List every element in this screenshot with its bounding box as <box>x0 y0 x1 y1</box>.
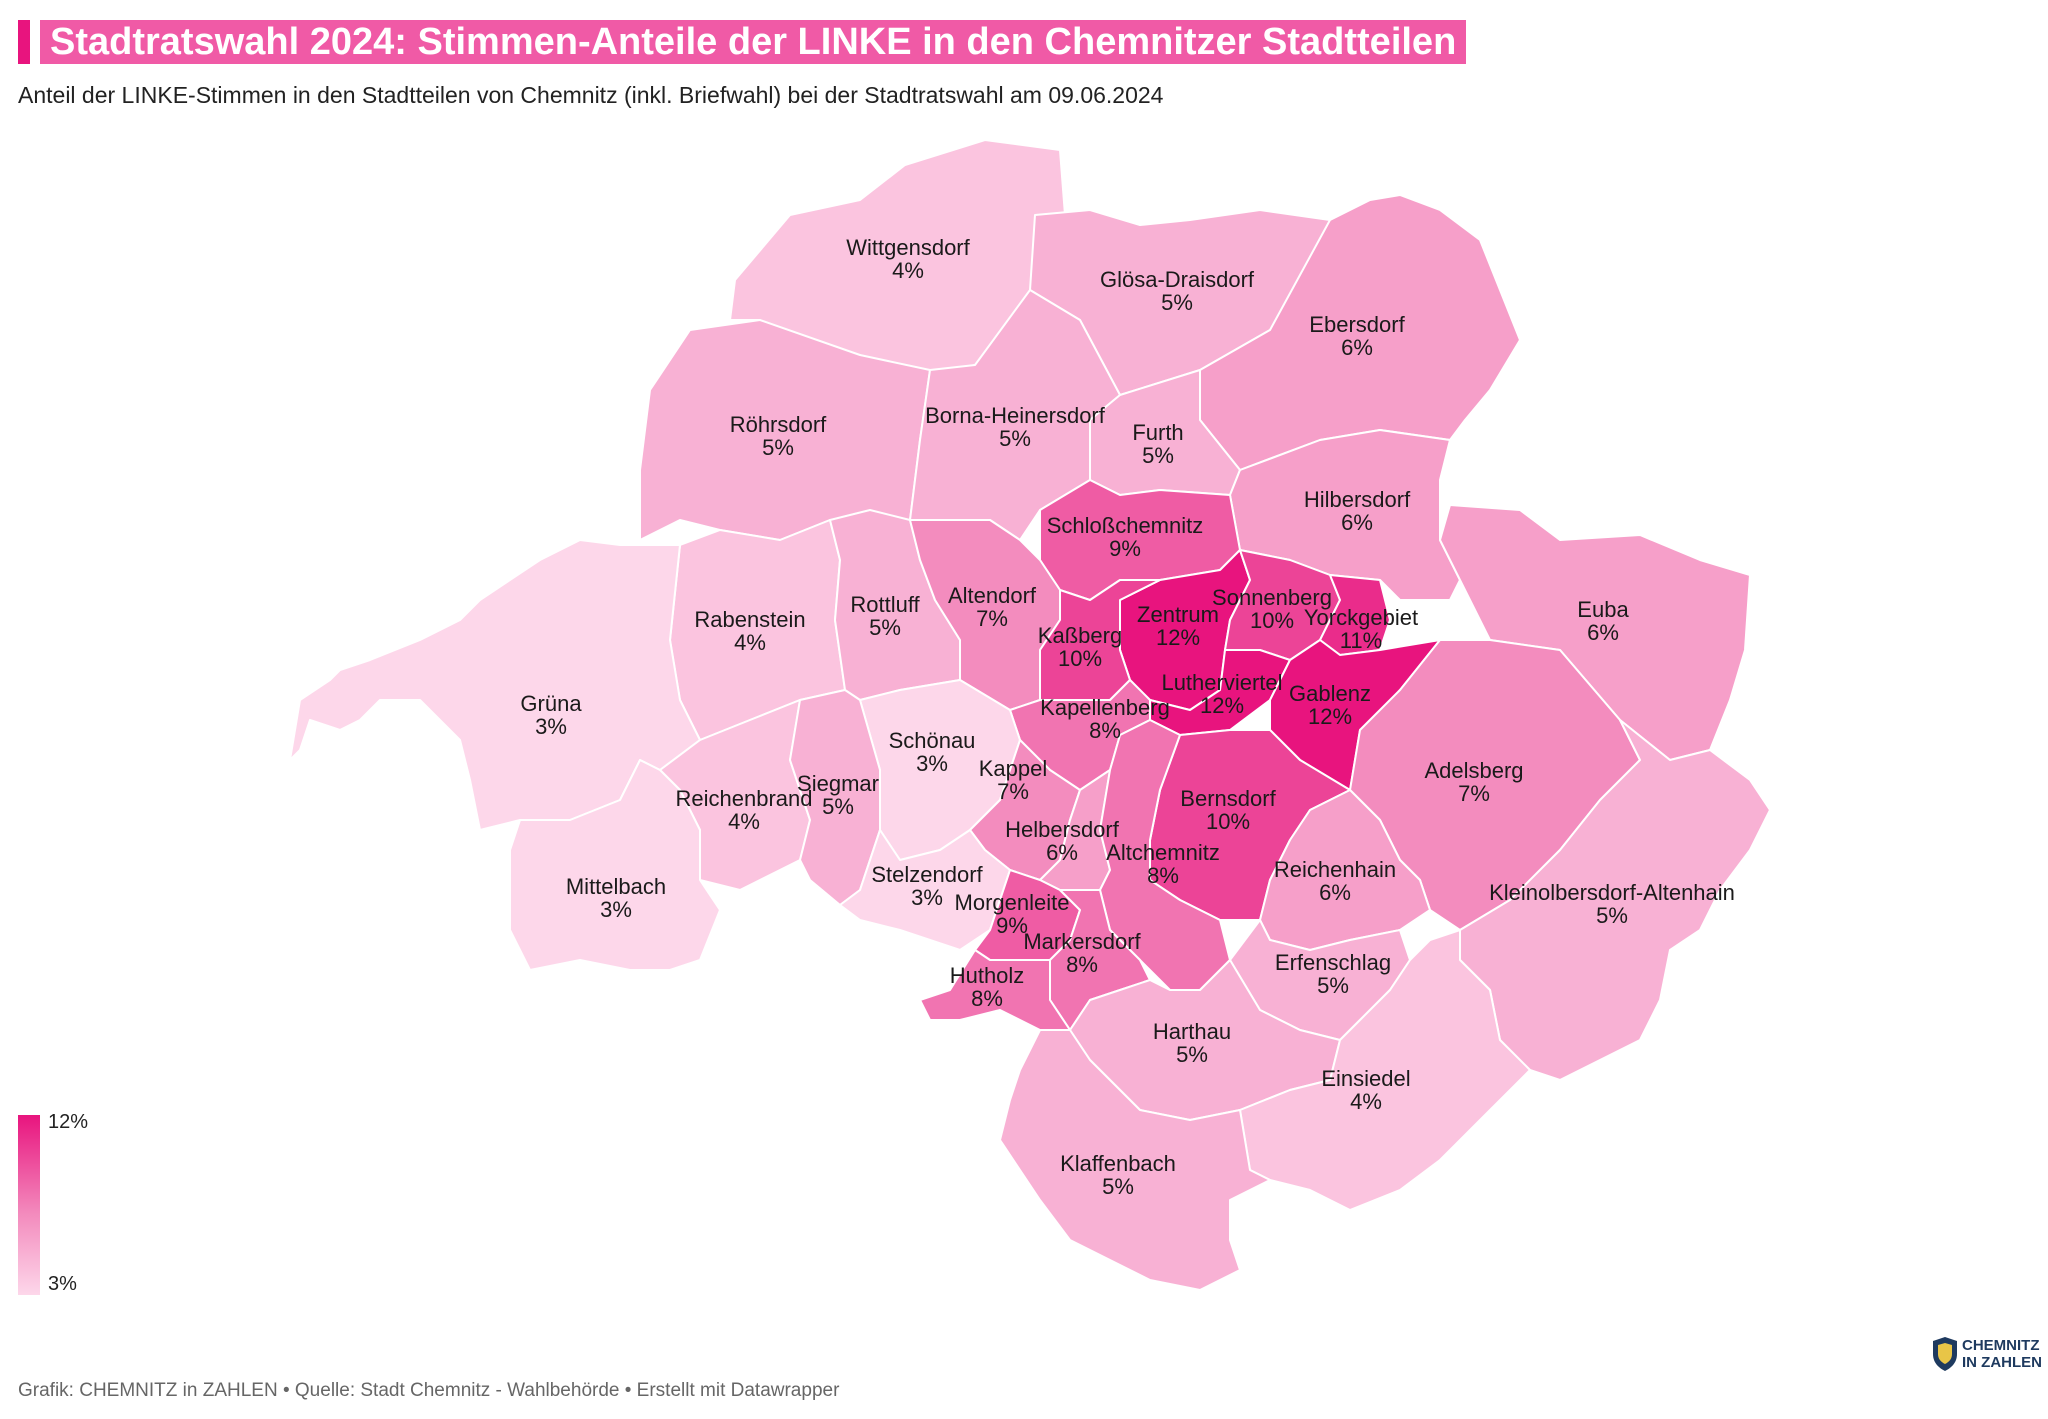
page-title: Stadtratswahl 2024: Stimmen-Anteile der … <box>40 20 1467 64</box>
footer-credit: Grafik: CHEMNITZ in ZAHLEN • Quelle: Sta… <box>18 1380 840 1401</box>
district-label-zentrum: Zentrum <box>1137 602 1219 627</box>
district-value-ebersdorf: 6% <box>1341 335 1373 360</box>
district-label-altchemnitz: Altchemnitz <box>1106 840 1220 865</box>
district-value-einsiedel: 4% <box>1350 1089 1382 1114</box>
shield-icon <box>1933 1337 1957 1371</box>
district-label-hilbersdorf: Hilbersdorf <box>1304 487 1411 512</box>
legend-max-label: 12% <box>48 1111 89 1133</box>
district-value-gr-na: 3% <box>535 714 567 739</box>
district-label-harthau: Harthau <box>1153 1019 1231 1044</box>
district-label-ka-berg: Kaßberg <box>1038 623 1122 648</box>
district-label-reichenbrand: Reichenbrand <box>676 786 813 811</box>
district-label-rottluff: Rottluff <box>850 592 920 617</box>
district-value-r-hrsdorf: 5% <box>762 435 794 460</box>
district-value-kleinolbersdorf-altenhain: 5% <box>1596 903 1628 928</box>
district-label-gr-na: Grüna <box>520 691 582 716</box>
district-value-furth: 5% <box>1142 443 1174 468</box>
district-value-klaffenbach: 5% <box>1102 1174 1134 1199</box>
district-label-sonnenberg: Sonnenberg <box>1212 585 1332 610</box>
district-label-adelsberg: Adelsberg <box>1424 758 1523 783</box>
district-label-erfenschlag: Erfenschlag <box>1275 950 1391 975</box>
district-value-gablenz: 12% <box>1308 704 1352 729</box>
district-label-reichenhain: Reichenhain <box>1274 857 1396 882</box>
logo-line-1: CHEMNITZ <box>1962 1337 2040 1354</box>
district-label-markersdorf: Markersdorf <box>1023 929 1141 954</box>
district-value-lutherviertel: 12% <box>1200 693 1244 718</box>
district-value-hilbersdorf: 6% <box>1341 510 1373 535</box>
district-value-ka-berg: 10% <box>1058 646 1102 671</box>
district-label-ebersdorf: Ebersdorf <box>1309 312 1405 337</box>
logo-line-2: IN ZAHLEN <box>1962 1354 2042 1371</box>
district-value-rabenstein: 4% <box>734 630 766 655</box>
district-label-morgenleite: Morgenleite <box>955 890 1070 915</box>
page-subtitle: Anteil der LINKE-Stimmen in den Stadttei… <box>18 82 1164 108</box>
district-shape-euba[interactable] <box>1439 504 1751 761</box>
district-value-rottluff: 5% <box>869 615 901 640</box>
district-label-altendorf: Altendorf <box>948 583 1037 608</box>
legend-color-scale <box>18 1115 40 1295</box>
district-value-adelsberg: 7% <box>1458 781 1490 806</box>
legend-min-label: 3% <box>48 1273 77 1295</box>
district-value-helbersdorf: 6% <box>1046 840 1078 865</box>
district-value-sonnenberg: 10% <box>1250 608 1294 633</box>
district-value-stelzendorf: 3% <box>911 885 943 910</box>
district-value-hutholz: 8% <box>971 986 1003 1011</box>
district-value-kapellenberg: 8% <box>1089 718 1121 743</box>
district-value-mittelbach: 3% <box>600 897 632 922</box>
district-value-harthau: 5% <box>1176 1042 1208 1067</box>
district-value-wittgensdorf: 4% <box>892 258 924 283</box>
district-value-siegmar: 5% <box>822 794 854 819</box>
district-label-helbersdorf: Helbersdorf <box>1005 817 1120 842</box>
district-label-einsiedel: Einsiedel <box>1321 1066 1410 1091</box>
district-shape-kleinolbersdorf[interactable] <box>1459 719 1771 1081</box>
district-label-mittelbach: Mittelbach <box>566 874 666 899</box>
district-label-euba: Euba <box>1577 597 1629 622</box>
district-label-wittgensdorf: Wittgensdorf <box>846 235 970 260</box>
district-label-rabenstein: Rabenstein <box>694 607 805 632</box>
district-shape-mittelbach[interactable] <box>509 759 721 971</box>
district-label-bernsdorf: Bernsdorf <box>1180 786 1276 811</box>
district-value-euba: 6% <box>1587 620 1619 645</box>
district-value-morgenleite: 9% <box>996 913 1028 938</box>
district-value-kappel: 7% <box>997 779 1029 804</box>
district-label-hutholz: Hutholz <box>950 963 1025 988</box>
district-label-r-hrsdorf: Röhrsdorf <box>730 412 827 437</box>
district-value-markersdorf: 8% <box>1066 952 1098 977</box>
district-label-klaffenbach: Klaffenbach <box>1060 1151 1176 1176</box>
district-value-reichenbrand: 4% <box>728 809 760 834</box>
district-label-siegmar: Siegmar <box>797 771 879 796</box>
district-value-borna-heinersdorf: 5% <box>999 426 1031 451</box>
district-label-gl-sa-draisdorf: Glösa-Draisdorf <box>1100 267 1255 292</box>
district-value-altchemnitz: 8% <box>1147 863 1179 888</box>
district-shape-altchemnitz[interactable] <box>1099 719 1231 991</box>
title-accent-bar <box>18 20 30 64</box>
district-label-kapellenberg: Kapellenberg <box>1040 695 1170 720</box>
district-value-schlo-chemnitz: 9% <box>1109 536 1141 561</box>
district-label-kleinolbersdorf-altenhain: Kleinolbersdorf-Altenhain <box>1489 880 1735 905</box>
district-label-borna-heinersdorf: Borna-Heinersdorf <box>925 403 1106 428</box>
district-label-schlo-chemnitz: Schloßchemnitz <box>1047 513 1204 538</box>
district-value-yorckgebiet: 11% <box>1340 628 1382 653</box>
district-label-sch-nau: Schönau <box>889 728 976 753</box>
title-block: Stadtratswahl 2024: Stimmen-Anteile der … <box>18 20 1467 64</box>
district-value-zentrum: 12% <box>1156 625 1200 650</box>
district-value-sch-nau: 3% <box>916 751 948 776</box>
district-value-bernsdorf: 10% <box>1206 809 1250 834</box>
district-shape-borna[interactable] <box>909 289 1121 541</box>
district-label-lutherviertel: Lutherviertel <box>1161 670 1282 695</box>
district-value-altendorf: 7% <box>976 606 1008 631</box>
chemnitz-in-zahlen-logo: CHEMNITZ IN ZAHLEN <box>1932 1336 2042 1372</box>
district-value-reichenhain: 6% <box>1319 880 1351 905</box>
district-value-erfenschlag: 5% <box>1317 973 1349 998</box>
district-label-kappel: Kappel <box>979 756 1048 781</box>
district-label-stelzendorf: Stelzendorf <box>871 862 983 887</box>
district-value-gl-sa-draisdorf: 5% <box>1161 290 1193 315</box>
district-label-yorckgebiet: Yorckgebiet <box>1304 605 1418 630</box>
district-shape-klaffenbach[interactable] <box>999 1029 1271 1291</box>
district-label-furth: Furth <box>1132 420 1183 445</box>
district-label-gablenz: Gablenz <box>1289 681 1371 706</box>
